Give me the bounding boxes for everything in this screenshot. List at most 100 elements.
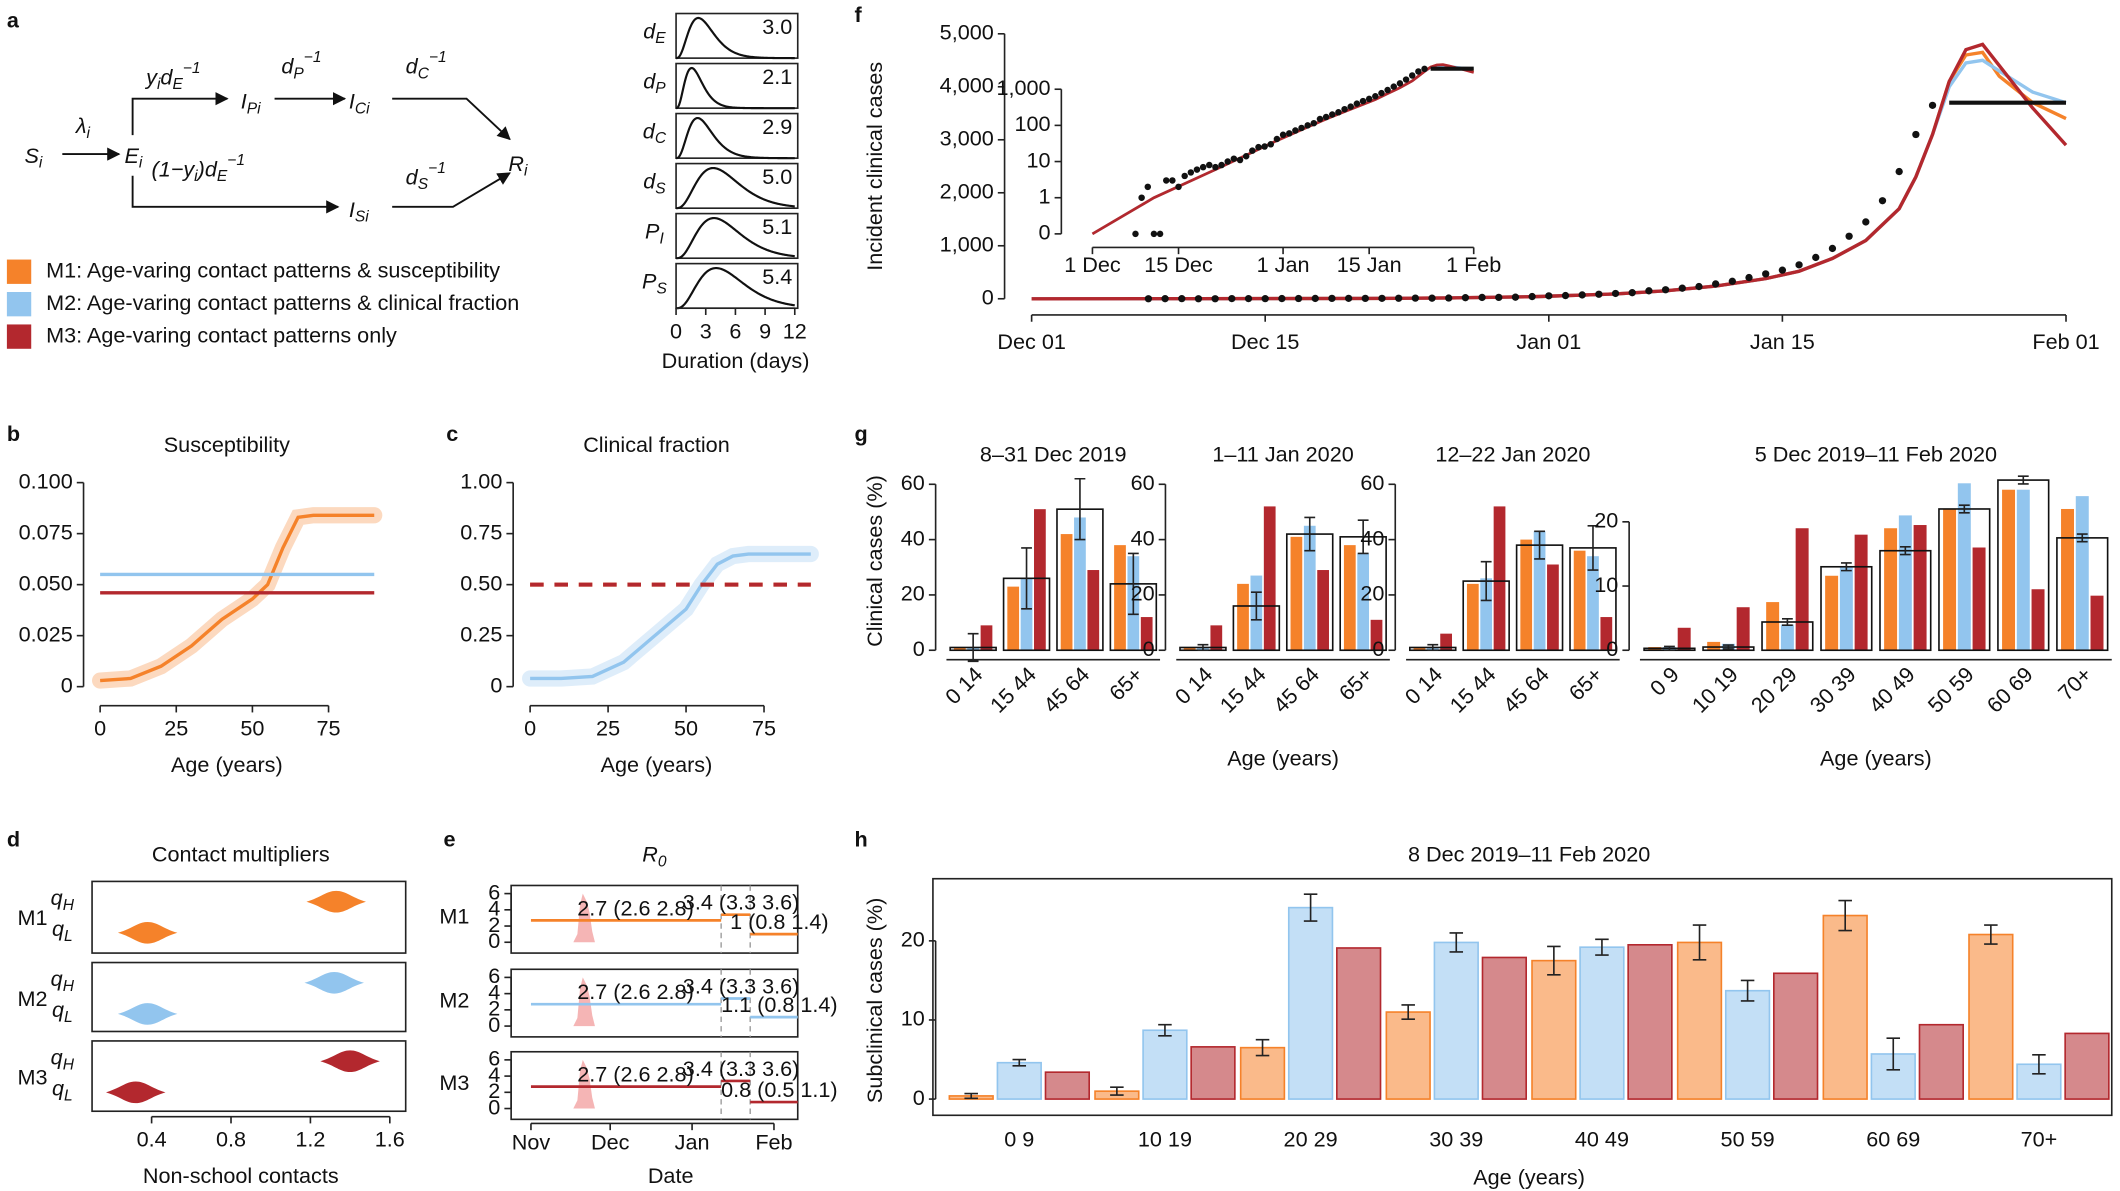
density-curve bbox=[676, 216, 795, 260]
error-bar bbox=[1304, 516, 1316, 552]
text-part: q bbox=[51, 1044, 63, 1069]
x-tick-label: 30 39 bbox=[1805, 662, 1861, 718]
x-tick-label: 15 44 bbox=[1445, 662, 1501, 718]
data-point bbox=[1144, 295, 1153, 303]
text-part: H bbox=[63, 897, 75, 914]
bar bbox=[1007, 586, 1020, 651]
data-point bbox=[1236, 156, 1244, 164]
x-tick-label: 0 bbox=[94, 716, 106, 741]
x-tick-label: Dec 01 bbox=[997, 329, 1065, 354]
data-point bbox=[1169, 177, 1176, 184]
text-part: i bbox=[194, 168, 198, 185]
value-label: 2.7 (2.6 2.8) bbox=[577, 1062, 694, 1087]
density-label: dC bbox=[643, 118, 667, 147]
text-part: H bbox=[63, 1056, 75, 1073]
y-tick-label: 1.00 bbox=[460, 468, 502, 493]
error-bar bbox=[1886, 1037, 1901, 1071]
text-part: −1 bbox=[429, 49, 447, 66]
legend-swatch bbox=[6, 259, 32, 284]
bar bbox=[1087, 570, 1100, 651]
data-point bbox=[1341, 105, 1348, 113]
density-label: dP bbox=[643, 68, 666, 97]
data-point bbox=[1408, 72, 1416, 79]
violin bbox=[320, 1050, 380, 1073]
error-bar bbox=[1158, 1023, 1172, 1037]
x-tick-label: 0.8 bbox=[216, 1127, 246, 1152]
x-tick-label: 65+ bbox=[1564, 662, 1608, 706]
text-part: i bbox=[86, 125, 90, 142]
value-label: 5.4 bbox=[762, 264, 792, 289]
error-bar bbox=[1740, 979, 1755, 1002]
data-point bbox=[1415, 68, 1422, 75]
bar bbox=[1943, 508, 1957, 651]
violin bbox=[117, 921, 178, 944]
x-tick-label: 70+ bbox=[2053, 662, 2097, 706]
density-curve bbox=[676, 166, 795, 210]
y-tick-label: 0 bbox=[913, 1085, 925, 1110]
value-label: 3.0 bbox=[762, 14, 792, 39]
y-tick-label: 0.25 bbox=[460, 621, 502, 646]
rate-label: dP−1 bbox=[281, 49, 321, 82]
error-bar bbox=[1255, 1038, 1270, 1057]
text-part: q bbox=[52, 1075, 64, 1100]
x-axis-label: Age (years) bbox=[1473, 1165, 1585, 1190]
data-point bbox=[1311, 294, 1319, 303]
data-point bbox=[1495, 293, 1503, 302]
x-tick-label: 60 69 bbox=[1982, 662, 2038, 718]
y-tick-label: 6 bbox=[488, 879, 500, 904]
data-point bbox=[1428, 294, 1436, 302]
bar bbox=[1493, 506, 1506, 651]
x-tick-label: 65+ bbox=[1334, 662, 1378, 706]
legend-label: M3: Age-varing contact patterns only bbox=[46, 322, 397, 347]
bar bbox=[1587, 556, 1599, 651]
bar bbox=[1440, 633, 1453, 651]
x-tick-label: 0.4 bbox=[137, 1127, 167, 1152]
bar bbox=[1287, 906, 1334, 1100]
y-tick-label: 0 bbox=[488, 928, 500, 953]
diagram-arrows bbox=[62, 92, 511, 214]
bar bbox=[2031, 589, 2045, 651]
error-bar bbox=[1664, 645, 1675, 652]
y-axis-label: Subclinical cases (%) bbox=[862, 898, 887, 1103]
y-tick-label: 40 bbox=[901, 525, 925, 550]
bar bbox=[1210, 625, 1223, 651]
bar bbox=[1336, 947, 1382, 1100]
data-point bbox=[1335, 109, 1342, 116]
confidence-band bbox=[522, 545, 819, 687]
x-tick-label: 20 29 bbox=[1284, 1127, 1338, 1152]
text-part: L bbox=[64, 1009, 73, 1026]
x-tick-label: Feb bbox=[755, 1129, 792, 1154]
bar bbox=[1317, 570, 1329, 651]
text-part: E bbox=[217, 168, 228, 185]
data-point bbox=[1230, 155, 1238, 162]
bar bbox=[1413, 647, 1426, 651]
data-point bbox=[1578, 291, 1586, 299]
data-point bbox=[1528, 292, 1536, 301]
bar bbox=[2061, 508, 2075, 651]
y-tick-label: 10 bbox=[901, 1006, 925, 1031]
y-tick-label: 0 bbox=[1606, 636, 1618, 661]
data-point bbox=[1344, 294, 1353, 302]
x-tick-label: 0 9 bbox=[1645, 662, 1684, 701]
error-bar bbox=[2076, 533, 2088, 543]
bar bbox=[1263, 506, 1276, 651]
panel-frame bbox=[675, 212, 799, 260]
text-part: E bbox=[172, 76, 183, 93]
data-point bbox=[1390, 83, 1398, 90]
y-tick-label: 0 bbox=[488, 1094, 500, 1119]
x-axis-label: Duration (days) bbox=[662, 348, 810, 373]
text-part: d bbox=[160, 64, 173, 89]
bar bbox=[1237, 583, 1249, 651]
value-label: 2.7 (2.6 2.8) bbox=[577, 895, 694, 920]
error-bar bbox=[1127, 552, 1139, 616]
text-part: C bbox=[655, 130, 667, 147]
legend-label: M1: Age-varing contact patterns & suscep… bbox=[46, 257, 500, 282]
text-part: d bbox=[643, 168, 656, 193]
bar bbox=[1795, 528, 1809, 651]
x-tick-label: 0 14 bbox=[940, 662, 987, 709]
data-point bbox=[1279, 131, 1287, 139]
panel-frame bbox=[91, 1040, 407, 1113]
confidence-band bbox=[92, 507, 383, 689]
data-point bbox=[1244, 294, 1253, 303]
y-tick-label: 60 bbox=[1131, 470, 1155, 495]
